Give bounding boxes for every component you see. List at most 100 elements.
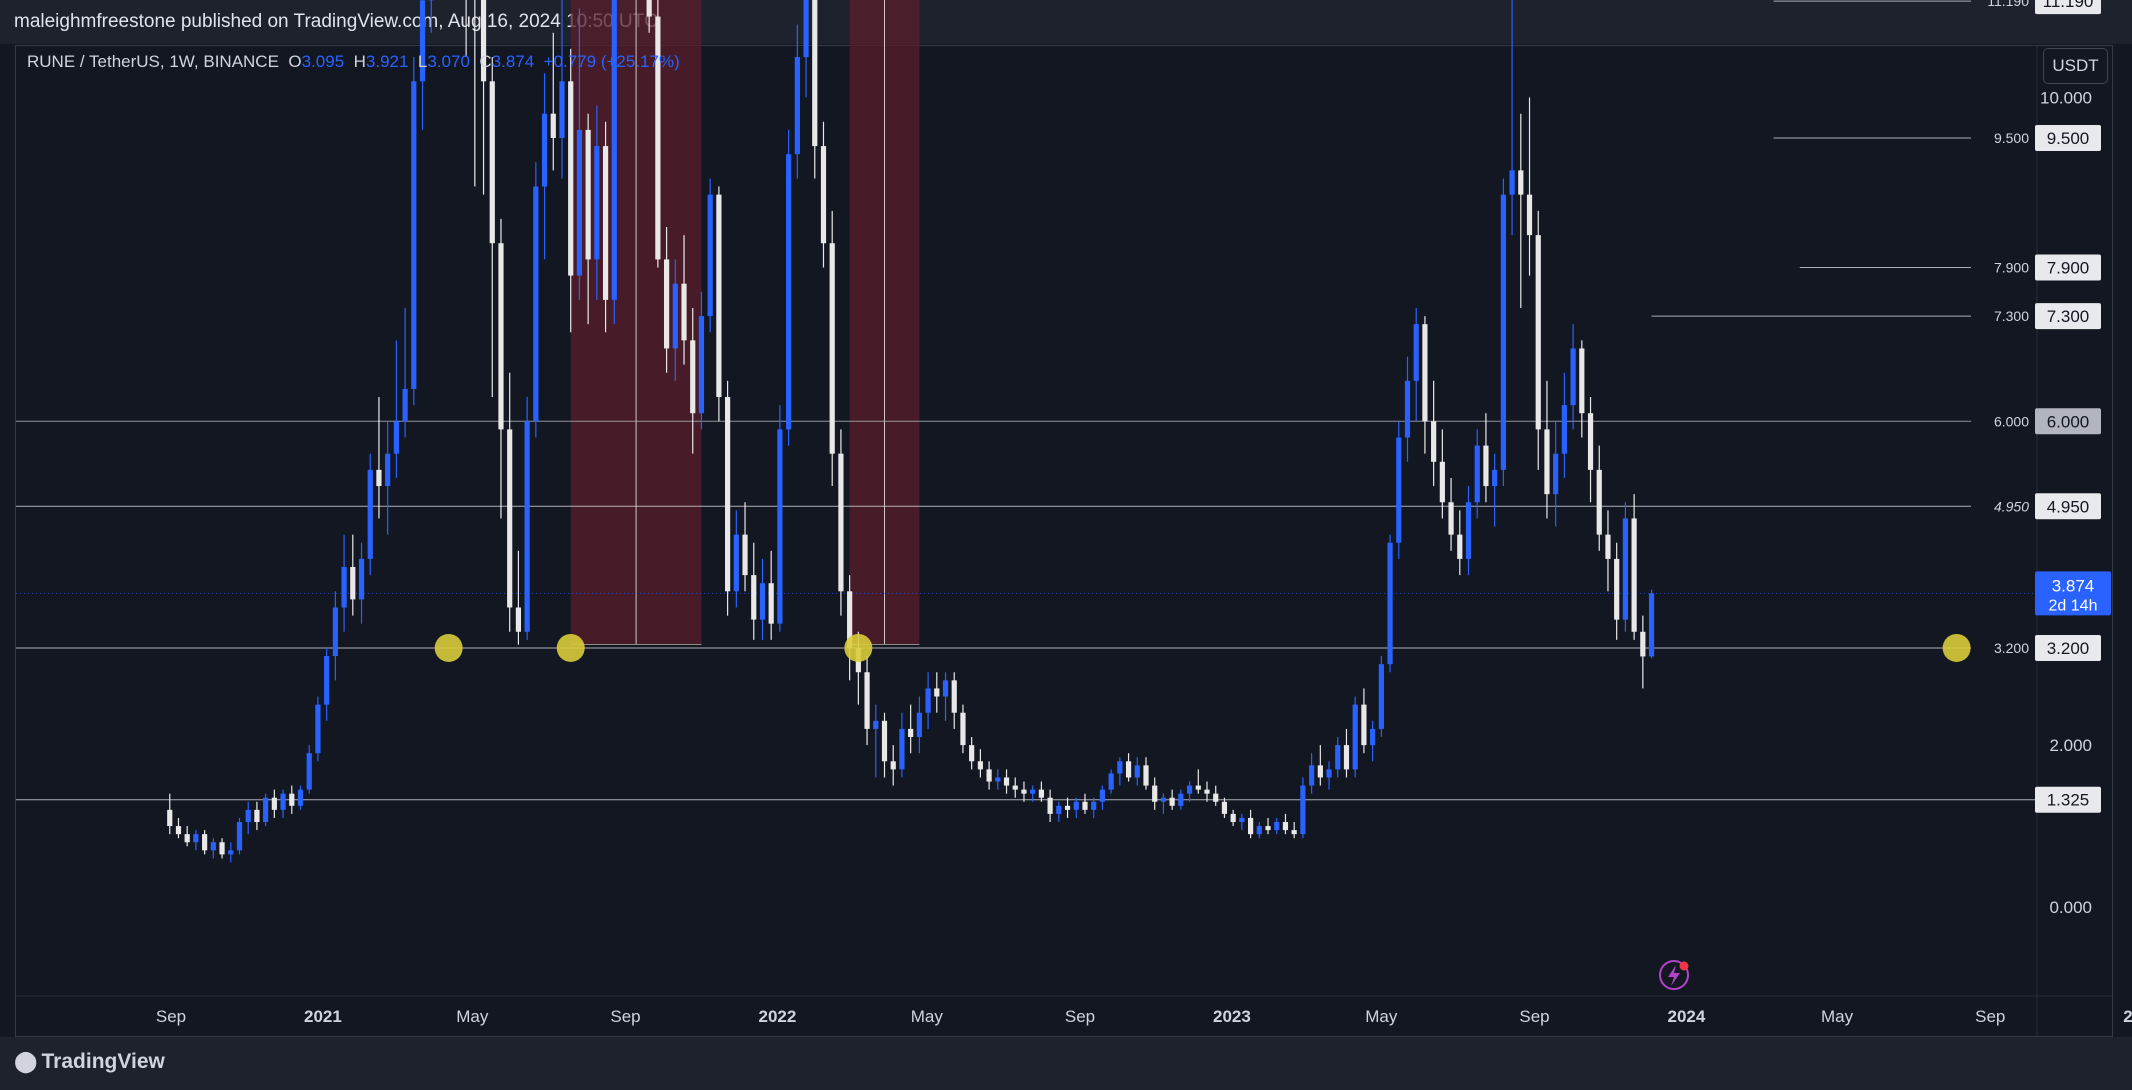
candle-body (1404, 380, 1411, 438)
level-tag: 4.950 (2047, 497, 2090, 516)
candle-body (1178, 793, 1184, 806)
candle-body (280, 793, 286, 810)
level-tag: 7.300 (2047, 307, 2090, 326)
candle-body (167, 809, 173, 827)
candle-body (245, 809, 251, 823)
candle-body (1474, 445, 1480, 503)
candle-body (1535, 235, 1541, 430)
candle-body (707, 194, 713, 317)
candle-body (594, 146, 600, 260)
candle-body (1326, 769, 1332, 778)
candle-body (873, 720, 879, 729)
x-tick-label: 2022 (759, 1007, 797, 1026)
candle-body (1596, 469, 1602, 535)
current-price-tag: 3.874 (2052, 576, 2095, 595)
tradingview-logo[interactable]: ⬤ TradingView (14, 1049, 165, 1074)
candle-body (1309, 765, 1315, 786)
candle-body (324, 656, 330, 705)
candle-body (210, 842, 216, 851)
candle-body (1544, 429, 1550, 495)
support-marker (556, 633, 585, 662)
level-label: 6.000 (1994, 413, 2029, 429)
close-value: 3.874 (491, 52, 535, 71)
level-label: 7.300 (1994, 308, 2029, 324)
candle-body (1500, 194, 1506, 470)
candle-body (489, 81, 495, 244)
candle-body (1631, 518, 1637, 632)
candle-body (385, 453, 391, 487)
candle-body (786, 154, 792, 430)
candle-body (1038, 789, 1044, 798)
candle-body (1640, 631, 1646, 657)
candle-body (550, 113, 556, 138)
candle-body (925, 688, 931, 713)
candle-body (1064, 805, 1071, 810)
high-value: 3.921 (365, 52, 409, 71)
y-tick-label: 0.000 (2049, 898, 2092, 917)
currency-button[interactable]: USDT (2043, 48, 2108, 84)
candle-body (1387, 542, 1393, 665)
candle-body (1021, 789, 1027, 794)
candle-body (498, 243, 504, 430)
x-tick-label: Sep (610, 1007, 640, 1026)
candle-body (1439, 461, 1445, 503)
candle-body (899, 728, 905, 770)
candle-body (184, 834, 190, 843)
symbol-name[interactable]: RUNE / TetherUS, 1W, BINANCE (27, 52, 279, 71)
candle-body (202, 834, 208, 851)
candle-body (812, 0, 818, 147)
candle-body (1186, 785, 1193, 794)
candle-body (271, 797, 277, 810)
x-tick-label: 2021 (304, 1007, 342, 1026)
candle-body (820, 146, 827, 244)
candle-body (1579, 348, 1585, 414)
candle-body (1073, 801, 1079, 810)
candle-body (402, 388, 408, 422)
candle-body (1274, 822, 1280, 831)
candle-body (1134, 765, 1140, 778)
candle-body (1352, 704, 1358, 770)
candle-body (1553, 453, 1559, 495)
candle-body (768, 583, 774, 624)
candle-body (1622, 518, 1628, 620)
candle-body (576, 129, 583, 276)
candle-body (533, 186, 539, 422)
candle-body (794, 57, 800, 155)
candle-body (611, 0, 617, 300)
candle-body (228, 850, 234, 855)
level-label: 4.950 (1994, 498, 2029, 514)
candle-body (951, 680, 957, 713)
candle-body (1422, 324, 1428, 422)
lightning-icon (1659, 960, 1689, 990)
level-label: 9.500 (1994, 130, 2029, 146)
level-label: 3.200 (1994, 640, 2029, 656)
level-tag-bg (2035, 493, 2101, 520)
level-tag-bg (2035, 408, 2101, 435)
x-tick-label: May (1365, 1007, 1398, 1026)
x-tick-label: Sep (1975, 1007, 2005, 1026)
candle-body (716, 194, 722, 398)
candle-body (803, 0, 809, 58)
candle-body (306, 753, 312, 790)
notification-dot (1679, 961, 1689, 971)
candle-body (568, 81, 574, 276)
candle-body (1492, 469, 1498, 487)
candle-body (1282, 822, 1289, 831)
level-tag: 3.200 (2047, 639, 2090, 658)
publisher-bar: maleighmfreestone published on TradingVi… (0, 0, 2132, 44)
candle-body (376, 469, 382, 487)
candle-body (1221, 801, 1228, 814)
candle-body (1614, 558, 1620, 620)
candle-body (1230, 813, 1236, 823)
candle-body (1300, 785, 1306, 835)
level-tag-bg (2035, 124, 2101, 151)
candle-body (1561, 405, 1567, 454)
candle-body (864, 672, 870, 729)
candle-body (1335, 745, 1341, 770)
candle-body (1291, 830, 1297, 835)
candle-body (341, 567, 347, 608)
candle-body (367, 469, 373, 559)
footer-bar (0, 1037, 2132, 1090)
candle-body (742, 534, 748, 576)
